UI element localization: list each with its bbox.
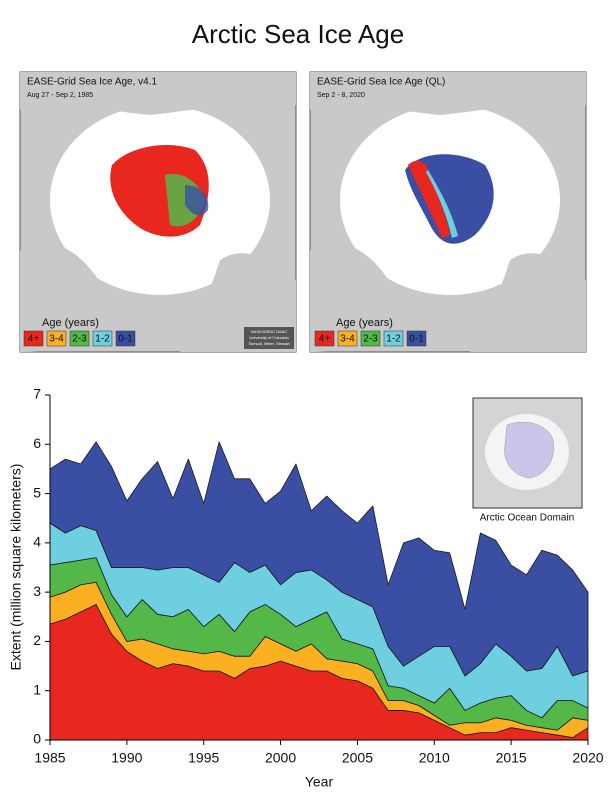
y-tick-label: 1 <box>33 681 41 697</box>
x-tick-label: 1995 <box>188 750 219 766</box>
legend-title: Age (years) <box>336 317 393 329</box>
legend-swatch <box>406 330 427 347</box>
inset-domain <box>504 421 554 479</box>
legend-swatch <box>46 330 67 347</box>
credit: NASA NSIDC DAAC <box>251 329 288 334</box>
page-title: Arctic Sea Ice Age <box>192 19 404 49</box>
ice-extent <box>408 160 450 238</box>
legend-label: 4+ <box>28 334 40 345</box>
y-axis-label: Extent (million square kilometers) <box>8 464 24 671</box>
legend-label: 0-1 <box>118 334 133 345</box>
map-date: Sep 2 - 8, 2020 <box>317 92 365 99</box>
legend-swatch <box>115 330 136 347</box>
credit-box <box>244 327 294 349</box>
y-tick-label: 6 <box>33 435 41 451</box>
map-panel: EASE-Grid Sea Ice Age (QL) Sep 2 - 8, 20… <box>309 71 587 353</box>
y-tick-label: 2 <box>33 632 41 648</box>
area <box>49 441 589 677</box>
legend-swatch <box>92 330 113 347</box>
legend-swatch <box>69 330 90 347</box>
legend-label: 4+ <box>319 334 331 345</box>
legend-label: 2-3 <box>363 334 378 345</box>
legend-swatch <box>360 330 381 347</box>
x-tick-label: 2010 <box>419 750 450 766</box>
land <box>20 243 112 352</box>
y-tick-label: 4 <box>33 534 41 550</box>
x-tick-label: 1985 <box>34 750 65 766</box>
legend-label: 3-4 <box>49 334 64 345</box>
land <box>470 253 586 352</box>
legend-label: 3-4 <box>340 334 355 345</box>
x-tick-label: 1990 <box>111 750 142 766</box>
legend-label: 2-3 <box>72 334 87 345</box>
map-title: EASE-Grid Sea Ice Age, v4.1 <box>27 77 158 88</box>
land <box>20 72 296 115</box>
legend-swatch <box>337 330 358 347</box>
legend-label: 0-1 <box>409 334 424 345</box>
map-panel: EASE-Grid Sea Ice Age, v4.1 Aug 27 - Sep… <box>19 71 297 353</box>
credit: University of Colorado <box>249 335 289 340</box>
land <box>310 72 586 115</box>
map-title: EASE-Grid Sea Ice Age (QL) <box>317 77 445 88</box>
y-tick-label: 3 <box>33 583 41 599</box>
x-tick-label: 2005 <box>342 750 373 766</box>
legend-swatch <box>23 330 44 347</box>
inset-label: Arctic Ocean Domain <box>480 513 574 524</box>
ice-extent <box>185 185 209 216</box>
credit: Tschudi, Meier, Stewart <box>248 341 290 346</box>
ice-extent <box>426 170 458 238</box>
legend-label: 1-2 <box>95 334 110 345</box>
x-tick-label: 2020 <box>572 750 603 766</box>
y-tick-label: 0 <box>33 731 41 747</box>
x-tick-label: 2015 <box>496 750 527 766</box>
y-tick-label: 5 <box>33 484 41 500</box>
legend-title: Age (years) <box>42 317 99 329</box>
land <box>310 243 402 352</box>
legend-swatch <box>383 330 404 347</box>
legend-swatch <box>314 330 335 347</box>
legend-label: 1-2 <box>386 334 401 345</box>
y-tick-label: 7 <box>33 386 41 402</box>
x-axis-label: Year <box>305 774 334 790</box>
x-tick-label: 2000 <box>265 750 296 766</box>
map-date: Aug 27 - Sep 2, 1985 <box>27 92 93 99</box>
